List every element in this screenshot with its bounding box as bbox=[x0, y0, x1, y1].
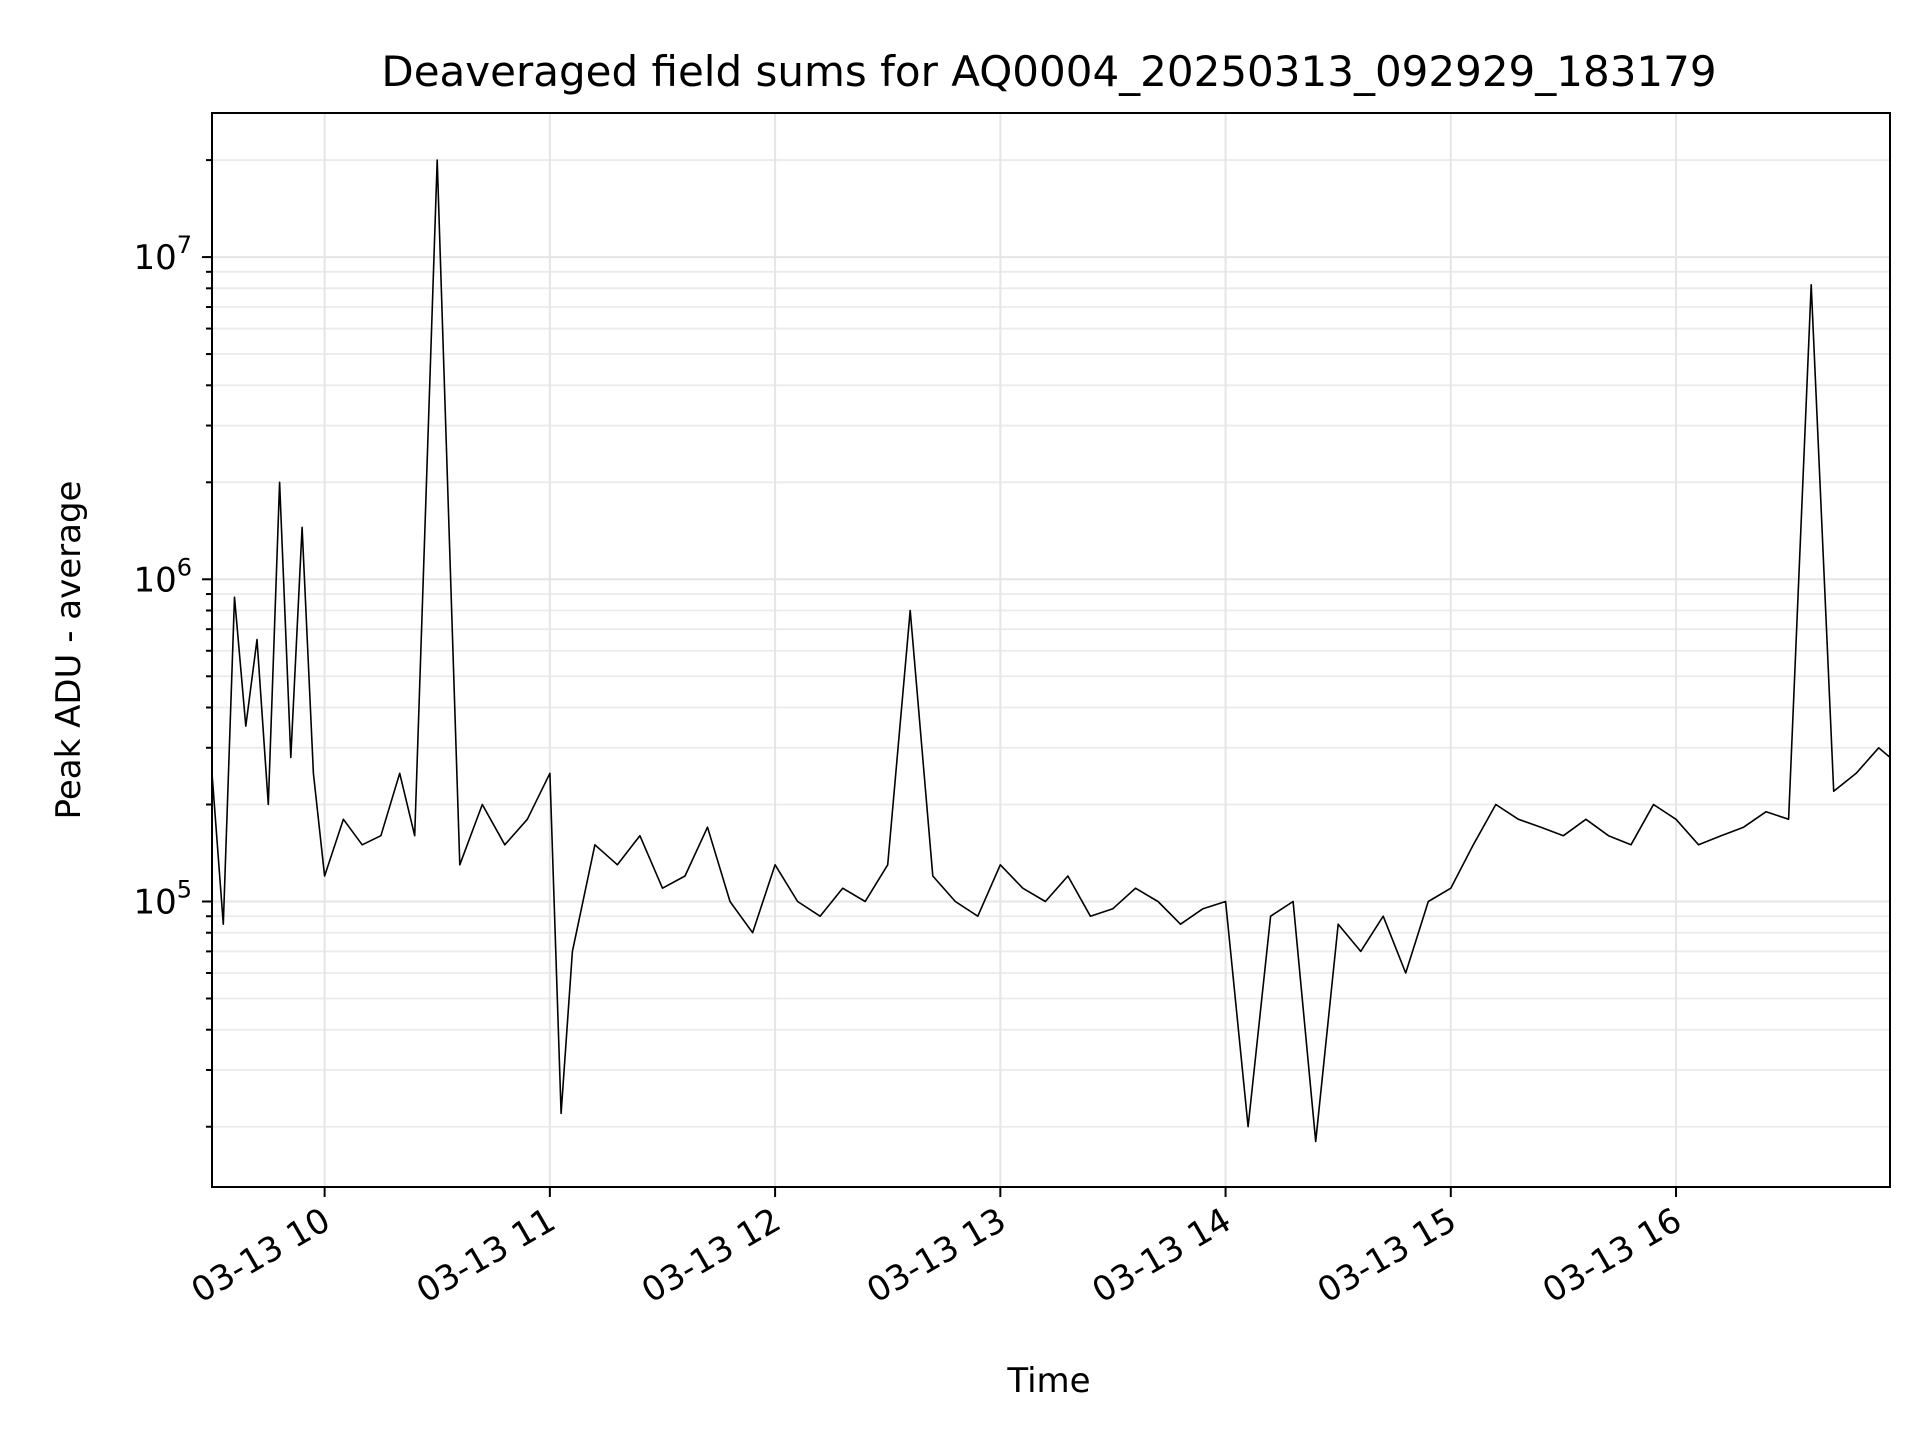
x-tick-label: 03-13 11 bbox=[410, 1200, 562, 1311]
grid-lines bbox=[212, 113, 1890, 1187]
y-axis-label: Peak ADU - average bbox=[49, 481, 89, 820]
chart-title: Deaveraged field sums for AQ0004_2025031… bbox=[381, 47, 1716, 96]
x-axis: 03-13 10 03-13 11 03-13 12 03-13 13 03-13 14… bbox=[185, 1187, 1689, 1311]
x-axis-label: Time bbox=[1006, 1361, 1090, 1401]
x-tick-label: 03-13 15 bbox=[1311, 1200, 1463, 1311]
y-tick-label: 105 bbox=[133, 876, 192, 923]
x-tick-label: 03-13 16 bbox=[1536, 1200, 1688, 1311]
x-tick-label: 03-13 12 bbox=[635, 1200, 787, 1311]
x-tick-label: 03-13 13 bbox=[860, 1200, 1012, 1311]
x-tick-label: 03-13 14 bbox=[1086, 1200, 1238, 1311]
series-line bbox=[211, 159, 1891, 1143]
y-tick-label: 107 bbox=[133, 231, 192, 278]
y-axis: 105 106 107 bbox=[133, 159, 212, 1128]
y-tick-label: 106 bbox=[133, 553, 192, 600]
x-tick-label: 03-13 10 bbox=[185, 1200, 337, 1311]
